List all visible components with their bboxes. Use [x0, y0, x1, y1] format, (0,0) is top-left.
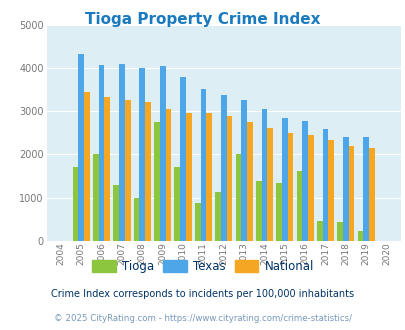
Bar [185, 113, 191, 241]
Text: Crime Index corresponds to incidents per 100,000 inhabitants: Crime Index corresponds to incidents per… [51, 289, 354, 299]
Bar [328, 140, 333, 241]
Bar [348, 146, 354, 241]
Bar [72, 167, 78, 241]
Bar [362, 137, 368, 241]
Bar [133, 198, 139, 241]
Bar [145, 102, 151, 241]
Bar [368, 148, 374, 241]
Bar [194, 203, 200, 241]
Bar [119, 64, 124, 241]
Bar [160, 66, 165, 241]
Bar [281, 118, 287, 241]
Bar [337, 222, 342, 241]
Bar [180, 77, 185, 241]
Bar [226, 115, 232, 241]
Bar [266, 128, 272, 241]
Bar [215, 192, 220, 241]
Bar [322, 128, 328, 241]
Bar [287, 133, 292, 241]
Bar [124, 100, 130, 241]
Bar [113, 185, 119, 241]
Bar [104, 96, 110, 241]
Bar [154, 122, 160, 241]
Text: Tioga Property Crime Index: Tioga Property Crime Index [85, 12, 320, 26]
Bar [78, 54, 84, 241]
Legend: Tioga, Texas, National: Tioga, Texas, National [87, 255, 318, 278]
Bar [342, 137, 348, 241]
Bar [98, 65, 104, 241]
Bar [206, 113, 211, 241]
Bar [296, 171, 301, 241]
Bar [241, 100, 246, 241]
Bar [307, 135, 313, 241]
Bar [174, 167, 180, 241]
Bar [261, 109, 266, 241]
Bar [200, 89, 206, 241]
Bar [301, 121, 307, 241]
Bar [275, 183, 281, 241]
Bar [255, 181, 261, 241]
Text: © 2025 CityRating.com - https://www.cityrating.com/crime-statistics/: © 2025 CityRating.com - https://www.city… [54, 314, 351, 323]
Bar [235, 154, 241, 241]
Bar [139, 68, 145, 241]
Bar [357, 231, 362, 241]
Bar [316, 221, 322, 241]
Bar [93, 153, 98, 241]
Bar [84, 92, 90, 241]
Bar [165, 109, 171, 241]
Bar [246, 122, 252, 241]
Bar [220, 95, 226, 241]
